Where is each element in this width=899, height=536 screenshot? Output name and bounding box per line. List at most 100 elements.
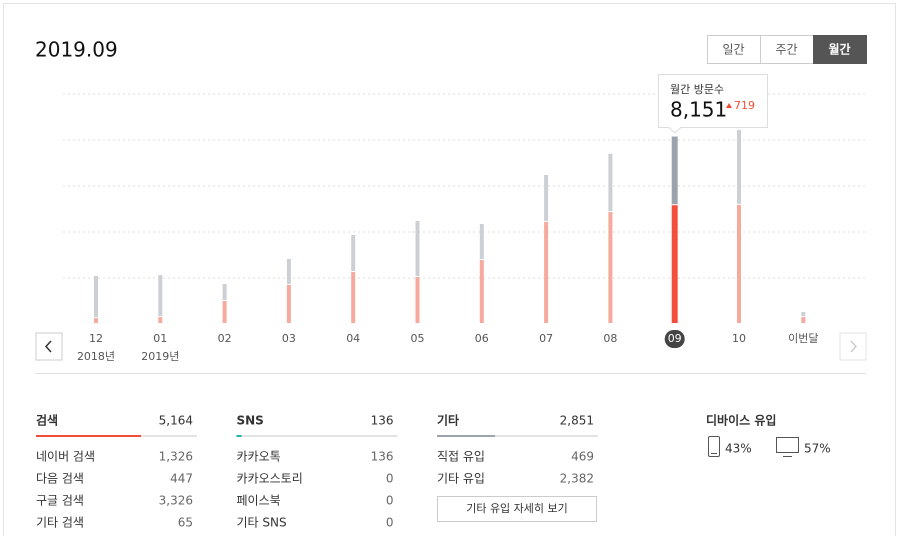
bar-segment xyxy=(479,260,484,323)
panel-total: 2,851 xyxy=(560,414,594,428)
bar-segment xyxy=(222,301,227,323)
x-tick-label: 10 xyxy=(732,332,746,345)
detail-button-label: 기타 유입 자세히 보기 xyxy=(466,501,568,515)
mobile-icon xyxy=(708,436,720,457)
tooltip-value: 8,151 xyxy=(670,98,727,122)
item-label: 구글 검색 xyxy=(36,494,84,508)
pc-icon xyxy=(776,437,799,453)
tab[interactable] xyxy=(760,35,814,64)
bar-segment xyxy=(158,275,163,317)
prev-icon xyxy=(44,340,52,353)
item-label: 카카오스토리 xyxy=(237,472,303,486)
mobile-share: 43% xyxy=(725,442,752,456)
bar-segment xyxy=(544,174,549,221)
panel-title: 검색 xyxy=(36,413,58,428)
bar-segment xyxy=(351,272,356,323)
bar-segment xyxy=(544,221,549,323)
grid xyxy=(63,93,866,279)
tab[interactable] xyxy=(707,35,761,64)
bar-segment xyxy=(286,284,291,323)
next-icon xyxy=(850,340,858,353)
bar-segment xyxy=(351,234,356,272)
next-button[interactable] xyxy=(839,332,867,361)
item-value: 0 xyxy=(386,516,394,530)
detail-button[interactable] xyxy=(437,496,597,522)
item-value: 447 xyxy=(170,472,193,486)
item-value: 1,326 xyxy=(159,450,193,464)
pc-share: 57% xyxy=(804,442,831,456)
panels: 검색 5,164 네이버 검색 1,326 다음 검색 447 구글 검색 3,326 기타 검… xyxy=(36,413,598,530)
tab-label: 월간 xyxy=(828,42,850,57)
bar-segment xyxy=(286,258,291,284)
item-value: 65 xyxy=(178,516,193,530)
x-tick-label: 03 xyxy=(282,332,296,345)
item-label: 페이스북 xyxy=(237,494,281,508)
bar-segment xyxy=(158,317,163,323)
item-label: 기타 검색 xyxy=(36,516,84,530)
up-icon xyxy=(726,103,732,108)
bars: 12 2018년 01 2019년 02 03 04 05 06 07 08 09 10 이번달 xyxy=(77,129,818,363)
panel-track xyxy=(437,435,598,437)
bar-segment xyxy=(608,153,613,211)
bar-segment xyxy=(222,283,227,300)
tab[interactable] xyxy=(813,35,867,64)
x-tick-label: 06 xyxy=(475,332,489,345)
x-tick-label: 12 xyxy=(89,332,103,345)
bar-segment xyxy=(415,220,420,277)
tooltip-change: 719 xyxy=(734,99,755,112)
tab-group: 일간 주간 월간 xyxy=(707,35,867,64)
x-tick-label: 07 xyxy=(539,332,553,345)
panel-share-bar xyxy=(437,435,495,437)
x-tick-label: 이번달 xyxy=(788,332,818,345)
bar-segment xyxy=(608,211,613,323)
tooltip: 월간 방문수 8,151 719 xyxy=(658,74,768,134)
tab-label: 일간 xyxy=(722,43,744,57)
bar-segment xyxy=(94,275,98,318)
item-value: 3,326 xyxy=(159,494,193,508)
tooltip-title: 월간 방문수 xyxy=(670,83,724,96)
x-tick-label: 04 xyxy=(346,332,360,345)
bar-segment xyxy=(671,136,678,205)
item-label: 기타 유입 xyxy=(437,472,485,486)
bar-segment xyxy=(94,318,98,323)
x-tick-label: 09 xyxy=(668,332,682,345)
x-tick-sublabel: 2019년 xyxy=(141,350,179,363)
item-label: 다음 검색 xyxy=(36,472,84,486)
x-tick-label: 08 xyxy=(603,332,617,345)
bar-segment xyxy=(801,312,806,317)
bar-segment xyxy=(671,205,678,323)
panel-title: SNS xyxy=(237,414,264,428)
item-value: 2,382 xyxy=(560,472,594,486)
x-tick-label: 05 xyxy=(411,332,425,345)
item-label: 카카오톡 xyxy=(237,450,281,464)
item-value: 136 xyxy=(371,450,394,464)
panel-share-bar xyxy=(236,435,242,437)
item-value: 0 xyxy=(386,494,394,508)
page-title: 2019.09 xyxy=(35,38,118,62)
item-label: 직접 유입 xyxy=(437,450,485,464)
panel-track xyxy=(236,435,398,437)
item-label: 기타 SNS xyxy=(237,516,287,530)
x-tick-label: 01 xyxy=(153,332,167,345)
prev-button[interactable] xyxy=(35,332,63,361)
bar-segment xyxy=(479,223,484,260)
tooltip-box xyxy=(658,74,768,134)
bar-segment xyxy=(801,317,806,323)
device-panel: 디바이스 유입 43% 57% xyxy=(706,413,831,457)
bar-segment xyxy=(737,204,741,323)
x-tick-sublabel: 2018년 xyxy=(77,350,115,363)
item-label: 네이버 검색 xyxy=(36,450,95,464)
item-value: 0 xyxy=(386,472,394,486)
panel-total: 136 xyxy=(371,414,394,428)
panel-total: 5,164 xyxy=(159,414,193,428)
bar-segment xyxy=(415,277,420,323)
bar-segment xyxy=(737,129,741,204)
x-tick-label: 02 xyxy=(218,332,232,345)
panel-title: 기타 xyxy=(437,413,459,428)
tab-label: 주간 xyxy=(775,43,797,57)
item-value: 469 xyxy=(571,450,594,464)
device-title: 디바이스 유입 xyxy=(706,413,776,428)
panel-share-bar xyxy=(36,435,141,437)
selected-label-bg xyxy=(664,330,685,348)
